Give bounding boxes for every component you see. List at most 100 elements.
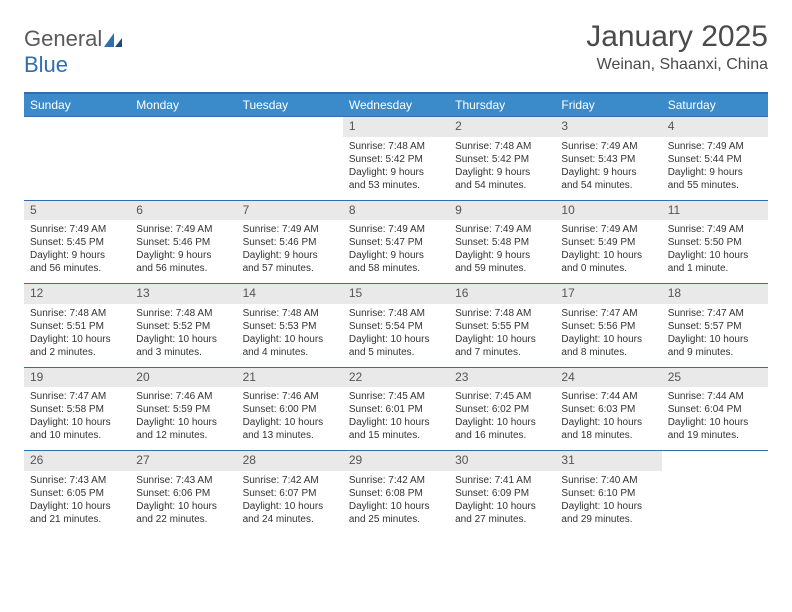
sunset-text: Sunset: 6:05 PM bbox=[30, 487, 124, 500]
daylight-text: Daylight: 10 hours and 0 minutes. bbox=[561, 249, 655, 275]
dayhead-mon: Monday bbox=[130, 93, 236, 117]
dayhead-fri: Friday bbox=[555, 93, 661, 117]
day-data: Sunrise: 7:47 AMSunset: 5:56 PMDaylight:… bbox=[555, 304, 661, 367]
day-header-row: Sunday Monday Tuesday Wednesday Thursday… bbox=[24, 93, 768, 117]
sunset-text: Sunset: 6:07 PM bbox=[243, 487, 337, 500]
sunrise-text: Sunrise: 7:43 AM bbox=[136, 474, 230, 487]
sunrise-text: Sunrise: 7:43 AM bbox=[30, 474, 124, 487]
daylight-text: Daylight: 9 hours and 56 minutes. bbox=[30, 249, 124, 275]
day-cell: 27Sunrise: 7:43 AMSunset: 6:06 PMDayligh… bbox=[130, 451, 236, 534]
daylight-text: Daylight: 10 hours and 7 minutes. bbox=[455, 333, 549, 359]
sunset-text: Sunset: 5:48 PM bbox=[455, 236, 549, 249]
day-data: Sunrise: 7:49 AMSunset: 5:47 PMDaylight:… bbox=[343, 220, 449, 283]
sunrise-text: Sunrise: 7:47 AM bbox=[30, 390, 124, 403]
calendar-page: GeneralBlue January 2025 Weinan, Shaanxi… bbox=[0, 0, 792, 554]
sunset-text: Sunset: 5:59 PM bbox=[136, 403, 230, 416]
day-data: Sunrise: 7:49 AMSunset: 5:46 PMDaylight:… bbox=[130, 220, 236, 283]
day-number: 1 bbox=[343, 117, 449, 137]
day-cell: 25Sunrise: 7:44 AMSunset: 6:04 PMDayligh… bbox=[662, 367, 768, 451]
day-number: 31 bbox=[555, 451, 661, 471]
day-number bbox=[237, 117, 343, 135]
day-data: Sunrise: 7:44 AMSunset: 6:04 PMDaylight:… bbox=[662, 387, 768, 450]
sunrise-text: Sunrise: 7:48 AM bbox=[455, 307, 549, 320]
day-cell: 5Sunrise: 7:49 AMSunset: 5:45 PMDaylight… bbox=[24, 200, 130, 284]
sunrise-text: Sunrise: 7:45 AM bbox=[349, 390, 443, 403]
sunset-text: Sunset: 6:10 PM bbox=[561, 487, 655, 500]
sunrise-text: Sunrise: 7:49 AM bbox=[668, 223, 762, 236]
day-number: 24 bbox=[555, 368, 661, 388]
day-data bbox=[662, 469, 768, 532]
day-data bbox=[130, 135, 236, 198]
day-data: Sunrise: 7:49 AMSunset: 5:46 PMDaylight:… bbox=[237, 220, 343, 283]
sunrise-text: Sunrise: 7:45 AM bbox=[455, 390, 549, 403]
sunrise-text: Sunrise: 7:47 AM bbox=[668, 307, 762, 320]
sunset-text: Sunset: 5:45 PM bbox=[30, 236, 124, 249]
day-cell bbox=[237, 117, 343, 201]
sunrise-text: Sunrise: 7:44 AM bbox=[561, 390, 655, 403]
daylight-text: Daylight: 10 hours and 9 minutes. bbox=[668, 333, 762, 359]
sunset-text: Sunset: 6:03 PM bbox=[561, 403, 655, 416]
daylight-text: Daylight: 9 hours and 53 minutes. bbox=[349, 166, 443, 192]
daylight-text: Daylight: 10 hours and 21 minutes. bbox=[30, 500, 124, 526]
day-cell bbox=[130, 117, 236, 201]
day-data: Sunrise: 7:49 AMSunset: 5:44 PMDaylight:… bbox=[662, 137, 768, 200]
daylight-text: Daylight: 10 hours and 5 minutes. bbox=[349, 333, 443, 359]
day-cell: 30Sunrise: 7:41 AMSunset: 6:09 PMDayligh… bbox=[449, 451, 555, 534]
week-row: 12Sunrise: 7:48 AMSunset: 5:51 PMDayligh… bbox=[24, 284, 768, 368]
day-cell: 13Sunrise: 7:48 AMSunset: 5:52 PMDayligh… bbox=[130, 284, 236, 368]
sunset-text: Sunset: 5:55 PM bbox=[455, 320, 549, 333]
day-number: 6 bbox=[130, 201, 236, 221]
day-data: Sunrise: 7:43 AMSunset: 6:06 PMDaylight:… bbox=[130, 471, 236, 534]
day-cell: 2Sunrise: 7:48 AMSunset: 5:42 PMDaylight… bbox=[449, 117, 555, 201]
day-number: 21 bbox=[237, 368, 343, 388]
sunset-text: Sunset: 5:43 PM bbox=[561, 153, 655, 166]
sunrise-text: Sunrise: 7:48 AM bbox=[136, 307, 230, 320]
sunrise-text: Sunrise: 7:46 AM bbox=[243, 390, 337, 403]
day-cell bbox=[24, 117, 130, 201]
daylight-text: Daylight: 9 hours and 57 minutes. bbox=[243, 249, 337, 275]
day-cell: 10Sunrise: 7:49 AMSunset: 5:49 PMDayligh… bbox=[555, 200, 661, 284]
day-data: Sunrise: 7:42 AMSunset: 6:07 PMDaylight:… bbox=[237, 471, 343, 534]
week-row: 19Sunrise: 7:47 AMSunset: 5:58 PMDayligh… bbox=[24, 367, 768, 451]
day-cell: 20Sunrise: 7:46 AMSunset: 5:59 PMDayligh… bbox=[130, 367, 236, 451]
day-number: 16 bbox=[449, 284, 555, 304]
day-number: 19 bbox=[24, 368, 130, 388]
sunset-text: Sunset: 5:46 PM bbox=[243, 236, 337, 249]
day-cell: 7Sunrise: 7:49 AMSunset: 5:46 PMDaylight… bbox=[237, 200, 343, 284]
title-block: January 2025 Weinan, Shaanxi, China bbox=[586, 20, 768, 74]
sunset-text: Sunset: 5:53 PM bbox=[243, 320, 337, 333]
sunset-text: Sunset: 5:47 PM bbox=[349, 236, 443, 249]
sunset-text: Sunset: 6:01 PM bbox=[349, 403, 443, 416]
day-number: 2 bbox=[449, 117, 555, 137]
day-cell: 11Sunrise: 7:49 AMSunset: 5:50 PMDayligh… bbox=[662, 200, 768, 284]
day-number: 26 bbox=[24, 451, 130, 471]
header: GeneralBlue January 2025 Weinan, Shaanxi… bbox=[24, 20, 768, 78]
day-cell: 21Sunrise: 7:46 AMSunset: 6:00 PMDayligh… bbox=[237, 367, 343, 451]
sunrise-text: Sunrise: 7:49 AM bbox=[30, 223, 124, 236]
daylight-text: Daylight: 10 hours and 22 minutes. bbox=[136, 500, 230, 526]
day-number bbox=[662, 451, 768, 469]
day-cell bbox=[662, 451, 768, 534]
day-data: Sunrise: 7:42 AMSunset: 6:08 PMDaylight:… bbox=[343, 471, 449, 534]
sunrise-text: Sunrise: 7:49 AM bbox=[561, 140, 655, 153]
sunset-text: Sunset: 5:51 PM bbox=[30, 320, 124, 333]
sunrise-text: Sunrise: 7:49 AM bbox=[349, 223, 443, 236]
sunset-text: Sunset: 5:44 PM bbox=[668, 153, 762, 166]
day-cell: 28Sunrise: 7:42 AMSunset: 6:07 PMDayligh… bbox=[237, 451, 343, 534]
day-cell: 19Sunrise: 7:47 AMSunset: 5:58 PMDayligh… bbox=[24, 367, 130, 451]
daylight-text: Daylight: 10 hours and 24 minutes. bbox=[243, 500, 337, 526]
day-data: Sunrise: 7:43 AMSunset: 6:05 PMDaylight:… bbox=[24, 471, 130, 534]
dayhead-sun: Sunday bbox=[24, 93, 130, 117]
day-data: Sunrise: 7:45 AMSunset: 6:02 PMDaylight:… bbox=[449, 387, 555, 450]
day-number: 13 bbox=[130, 284, 236, 304]
sunset-text: Sunset: 5:57 PM bbox=[668, 320, 762, 333]
day-data: Sunrise: 7:48 AMSunset: 5:52 PMDaylight:… bbox=[130, 304, 236, 367]
day-number: 17 bbox=[555, 284, 661, 304]
brand-logo: GeneralBlue bbox=[24, 20, 124, 78]
week-row: 1Sunrise: 7:48 AMSunset: 5:42 PMDaylight… bbox=[24, 117, 768, 201]
daylight-text: Daylight: 9 hours and 55 minutes. bbox=[668, 166, 762, 192]
day-cell: 26Sunrise: 7:43 AMSunset: 6:05 PMDayligh… bbox=[24, 451, 130, 534]
sunrise-text: Sunrise: 7:48 AM bbox=[243, 307, 337, 320]
daylight-text: Daylight: 10 hours and 8 minutes. bbox=[561, 333, 655, 359]
day-number: 15 bbox=[343, 284, 449, 304]
